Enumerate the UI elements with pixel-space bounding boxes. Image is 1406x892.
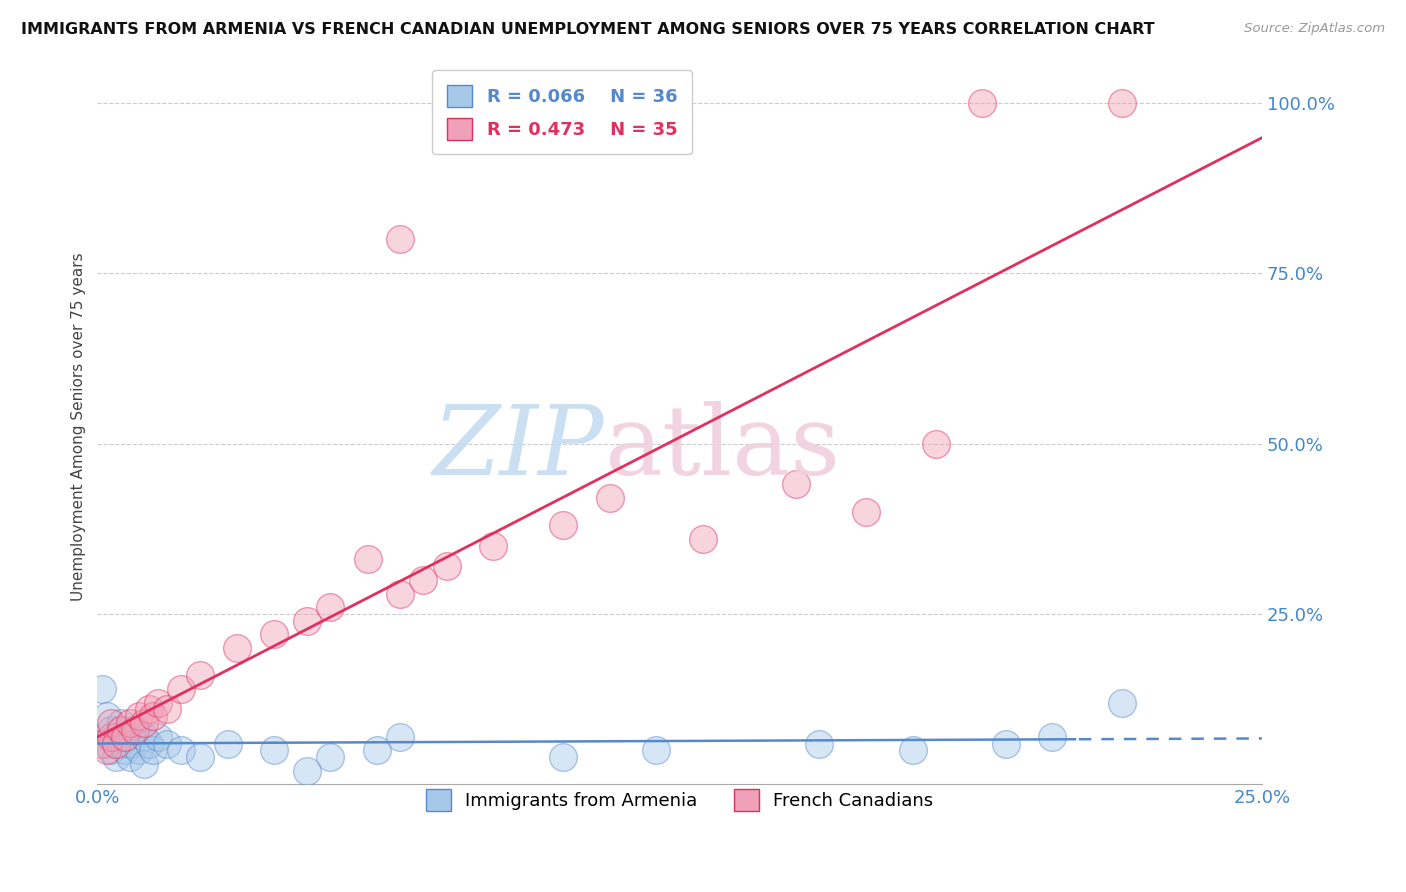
Point <box>170 743 193 757</box>
Point <box>901 743 924 757</box>
Text: IMMIGRANTS FROM ARMENIA VS FRENCH CANADIAN UNEMPLOYMENT AMONG SENIORS OVER 75 YE: IMMIGRANTS FROM ARMENIA VS FRENCH CANADI… <box>21 22 1154 37</box>
Point <box>1040 730 1063 744</box>
Point <box>100 730 122 744</box>
Point <box>104 750 127 764</box>
Point <box>482 539 505 553</box>
Point <box>366 743 388 757</box>
Text: Source: ZipAtlas.com: Source: ZipAtlas.com <box>1244 22 1385 36</box>
Point <box>100 723 122 737</box>
Point <box>96 709 118 723</box>
Point <box>146 696 169 710</box>
Y-axis label: Unemployment Among Seniors over 75 years: Unemployment Among Seniors over 75 years <box>72 252 86 601</box>
Point <box>100 743 122 757</box>
Point <box>146 730 169 744</box>
Point <box>110 723 132 737</box>
Point <box>132 756 155 771</box>
Point <box>436 559 458 574</box>
Point <box>118 716 141 731</box>
Point <box>138 737 160 751</box>
Point <box>1111 95 1133 110</box>
Point <box>994 737 1017 751</box>
Point <box>226 641 249 656</box>
Point <box>118 737 141 751</box>
Point <box>188 750 211 764</box>
Point <box>170 681 193 696</box>
Point <box>692 532 714 546</box>
Point <box>110 716 132 731</box>
Point <box>96 743 118 757</box>
Point <box>553 750 575 764</box>
Point <box>785 477 807 491</box>
Point <box>319 600 342 615</box>
Legend: Immigrants from Armenia, French Canadians: Immigrants from Armenia, French Canadian… <box>411 774 948 825</box>
Point <box>128 743 150 757</box>
Point <box>91 681 114 696</box>
Point <box>142 709 165 723</box>
Point <box>104 730 127 744</box>
Point <box>553 518 575 533</box>
Point <box>110 737 132 751</box>
Point <box>356 552 378 566</box>
Point <box>96 737 118 751</box>
Text: ZIP: ZIP <box>433 401 605 495</box>
Point <box>100 716 122 731</box>
Point <box>91 737 114 751</box>
Point <box>855 505 877 519</box>
Point <box>114 730 136 744</box>
Point <box>808 737 831 751</box>
Point <box>263 743 285 757</box>
Point <box>412 573 434 587</box>
Point <box>118 750 141 764</box>
Point <box>104 737 127 751</box>
Point <box>132 730 155 744</box>
Point <box>138 702 160 716</box>
Point <box>156 702 179 716</box>
Point <box>132 716 155 731</box>
Point <box>217 737 239 751</box>
Text: atlas: atlas <box>605 401 839 495</box>
Point <box>114 743 136 757</box>
Point <box>142 743 165 757</box>
Point <box>925 436 948 450</box>
Point <box>263 627 285 641</box>
Point <box>599 491 621 505</box>
Point <box>389 232 412 246</box>
Point <box>156 737 179 751</box>
Point <box>389 730 412 744</box>
Point <box>128 709 150 723</box>
Point <box>188 668 211 682</box>
Point <box>295 614 318 628</box>
Point <box>124 723 146 737</box>
Point <box>114 730 136 744</box>
Point <box>124 723 146 737</box>
Point <box>295 764 318 778</box>
Point <box>972 95 994 110</box>
Point <box>1111 696 1133 710</box>
Point <box>389 586 412 600</box>
Point <box>645 743 668 757</box>
Point <box>319 750 342 764</box>
